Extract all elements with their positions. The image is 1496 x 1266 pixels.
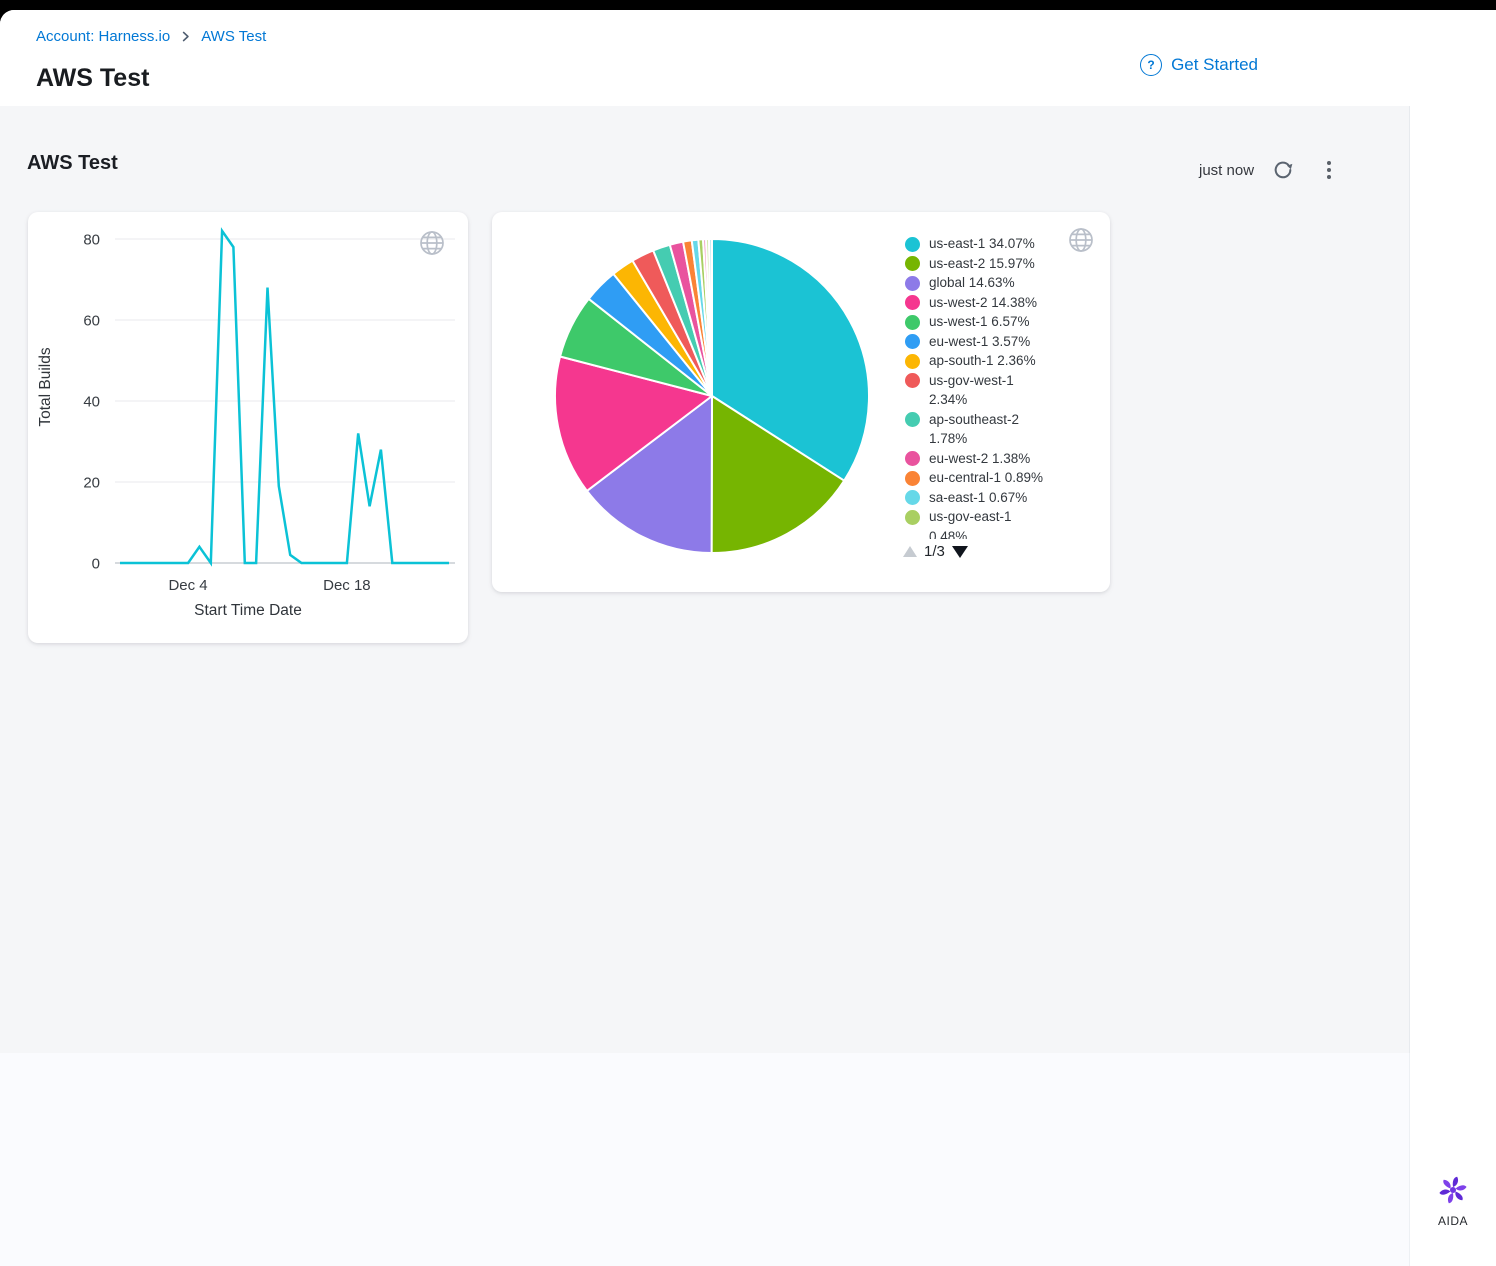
legend-item-eu-west-2[interactable]: eu-west-2 1.38% — [905, 449, 1077, 469]
legend-item-sa-east-1[interactable]: sa-east-1 0.67% — [905, 488, 1077, 508]
aida-assistant-button[interactable]: AIDA — [1410, 1173, 1496, 1228]
y-tick-label: 0 — [92, 556, 100, 573]
legend-item-eu-west-1[interactable]: eu-west-1 3.57% — [905, 332, 1077, 352]
legend-item-ap-south-1[interactable]: ap-south-1 2.36% — [905, 351, 1077, 371]
legend-label: ap-south-1 2.36% — [929, 353, 1036, 368]
legend-label: eu-west-1 3.57% — [929, 333, 1031, 349]
get-started-label: Get Started — [1171, 55, 1258, 74]
aida-label: AIDA — [1437, 1214, 1468, 1228]
chevron-right-icon — [179, 30, 192, 43]
x-tick-label: Dec 18 — [323, 577, 371, 594]
aida-pinwheel-icon — [1439, 1176, 1467, 1204]
legend-label: eu-west-2 1.38% — [929, 450, 1031, 466]
legend-swatch-icon — [905, 334, 920, 349]
legend-label: ap-southeast-2 1.78% — [929, 411, 1020, 447]
legend-page-up-icon[interactable] — [903, 546, 917, 557]
legend-item-us-east-1[interactable]: us-east-1 34.07% — [905, 234, 1077, 254]
kebab-menu-button[interactable] — [1312, 153, 1346, 187]
y-tick-label: 40 — [83, 394, 100, 411]
legend-swatch-icon — [905, 353, 920, 369]
legend-swatch-icon — [905, 256, 920, 271]
x-tick-label: Dec 4 — [168, 577, 207, 594]
legend-page-down-icon[interactable] — [951, 545, 968, 558]
legend-pagination: 1/3 — [903, 543, 968, 560]
globe-icon — [418, 229, 446, 262]
legend-swatch-icon — [905, 275, 920, 291]
legend-item-us-gov-east-1[interactable]: us-gov-east-1 0.48% — [905, 507, 1077, 539]
legend-item-us-east-2[interactable]: us-east-2 15.97% — [905, 254, 1077, 274]
total-builds-card: 0 20 40 60 80 Dec 4 Dec 18 Start Time Date Tot… — [28, 212, 468, 643]
pie-svg — [554, 238, 870, 555]
legend-swatch-icon — [905, 490, 920, 505]
help-circle-icon: ? — [1140, 54, 1163, 76]
y-tick-label: 60 — [83, 313, 100, 330]
globe-icon — [1067, 226, 1095, 259]
legend-label: eu-central-1 0.89% — [929, 470, 1044, 485]
last-refreshed-label: just now — [1199, 161, 1255, 179]
legend-item-us-gov-west-1[interactable]: us-gov-west-1 2.34% — [905, 371, 1077, 410]
y-tick-label: 20 — [83, 475, 100, 492]
legend-label: us-gov-west-1 2.34% — [929, 372, 1014, 408]
regions-pie-card: us-east-1 34.07% us-east-2 15.97% global 1… — [492, 212, 1110, 592]
legend-swatch-icon — [905, 295, 920, 310]
legend-page-indicator: 1/3 — [924, 543, 945, 560]
legend-item-us-west-2[interactable]: us-west-2 14.38% — [905, 293, 1077, 313]
legend-swatch-icon — [905, 314, 920, 330]
pie-slice-global[interactable] — [585, 395, 713, 554]
legend-label: global 14.63% — [929, 275, 1015, 290]
legend-swatch-icon — [905, 470, 920, 486]
x-axis-title: Start Time Date — [194, 602, 302, 619]
line-series — [120, 227, 449, 567]
right-side-strip — [1410, 106, 1496, 1266]
legend-label: us-west-1 6.57% — [929, 314, 1030, 329]
legend-item-global[interactable]: global 14.63% — [905, 273, 1077, 293]
legend-label: us-east-1 34.07% — [929, 236, 1035, 251]
legend-item-us-west-1[interactable]: us-west-1 6.57% — [905, 312, 1077, 332]
get-started-button[interactable]: ? Get Started — [1140, 54, 1258, 76]
pie-slice-us-west-2[interactable] — [554, 355, 713, 492]
app-panel: Account: Harness.io AWS Test AWS Test ? … — [0, 10, 1496, 1266]
dashboard-canvas-lower — [0, 1053, 1410, 1266]
y-axis-title: Total Builds — [37, 347, 54, 427]
refresh-button[interactable] — [1266, 153, 1300, 187]
window-top-bar — [0, 0, 1496, 10]
pie-slice-us-east-2[interactable] — [710, 395, 846, 555]
pie-slice-other[interactable] — [708, 238, 713, 397]
pie-legend: us-east-1 34.07% us-east-2 15.97% global 1… — [905, 234, 1077, 539]
dashboard-toolbar: just now — [1199, 153, 1346, 187]
legend-label: us-west-2 14.38% — [929, 294, 1038, 310]
legend-swatch-icon — [905, 373, 920, 388]
legend-label: us-gov-east-1 0.48% — [929, 509, 1012, 539]
legend-label: sa-east-1 0.67% — [929, 489, 1028, 505]
dashboard-title: AWS Test — [27, 152, 118, 174]
legend-label: us-east-2 15.97% — [929, 255, 1035, 271]
line-svg: 0 20 40 60 80 Dec 4 Dec 18 — [83, 227, 455, 594]
legend-item-eu-central-1[interactable]: eu-central-1 0.89% — [905, 468, 1077, 488]
legend-swatch-icon — [905, 451, 920, 466]
breadcrumb-account-link[interactable]: Account: Harness.io — [36, 28, 171, 45]
legend-swatch-icon — [905, 236, 920, 252]
page-header: Account: Harness.io AWS Test AWS Test ? … — [0, 10, 1410, 106]
page-title: AWS Test — [36, 64, 150, 92]
y-tick-label: 80 — [83, 232, 100, 249]
legend-swatch-icon — [905, 509, 920, 525]
legend-swatch-icon — [905, 412, 920, 427]
legend-item-ap-southeast-2[interactable]: ap-southeast-2 1.78% — [905, 410, 1077, 449]
breadcrumb-page-link[interactable]: AWS Test — [201, 28, 267, 45]
breadcrumb: Account: Harness.io AWS Test — [36, 28, 266, 45]
